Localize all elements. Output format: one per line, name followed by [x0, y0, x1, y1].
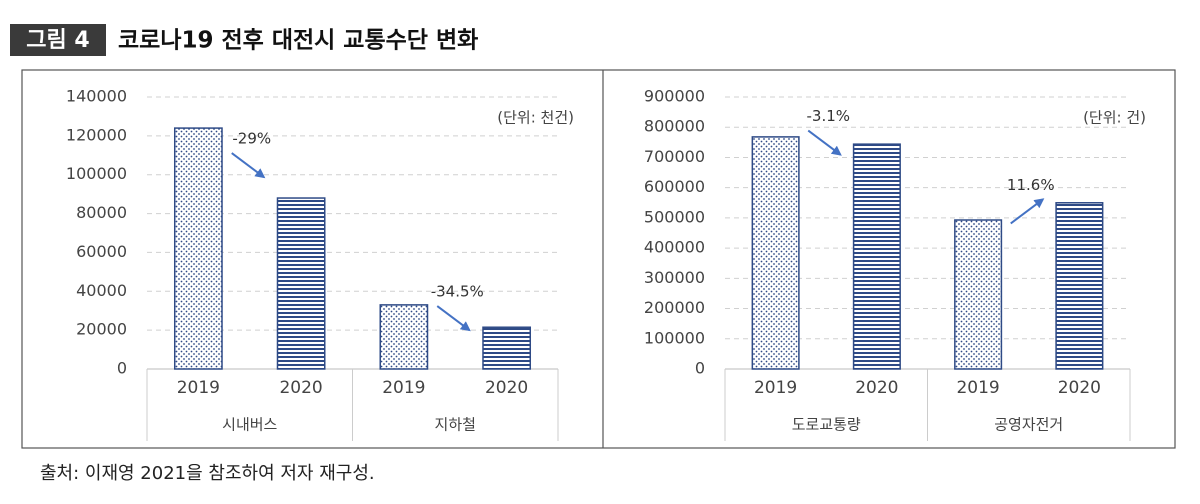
- bar: [751, 136, 800, 370]
- y-tick-label: 60000: [76, 242, 127, 261]
- y-tick-label: 40000: [76, 281, 127, 300]
- change-arrow: [231, 152, 266, 179]
- x-tick-label: 2019: [382, 378, 425, 398]
- y-tick-label: 120000: [66, 125, 127, 144]
- bar: [276, 197, 326, 370]
- group-label: 시내버스: [222, 416, 277, 434]
- bar: [482, 326, 532, 370]
- change-label: 11.6%: [1007, 176, 1055, 194]
- y-tick-label: 500000: [644, 207, 705, 226]
- bar: [173, 127, 223, 370]
- group-label: 공영자전거: [994, 416, 1063, 434]
- x-tick-label: 2020: [485, 378, 528, 398]
- change-arrow: [807, 129, 842, 156]
- y-tick-label: 140000: [66, 87, 127, 106]
- frame: [21, 69, 1176, 449]
- change-label: -29%: [232, 130, 271, 148]
- group-label: 지하철: [435, 416, 476, 434]
- x-tick-label: 2019: [754, 378, 797, 398]
- x-tick-label: 2019: [956, 378, 999, 398]
- y-tick-label: 100000: [66, 164, 127, 183]
- bar: [379, 304, 429, 370]
- change-arrow: [436, 305, 471, 332]
- bar: [1055, 202, 1104, 370]
- y-tick-label: 80000: [76, 203, 127, 222]
- x-tick-label: 2020: [279, 378, 322, 398]
- figure-title: 코로나19 전후 대전시 교통수단 변화: [118, 28, 478, 54]
- y-tick-label: 800000: [644, 117, 705, 136]
- group-label: 도로교통량: [792, 416, 861, 434]
- bar: [852, 143, 901, 370]
- y-tick-label: 400000: [644, 238, 705, 257]
- change-label: -34.5%: [431, 283, 484, 301]
- y-tick-label: 0: [695, 359, 705, 378]
- x-tick-label: 2020: [855, 378, 898, 398]
- y-tick-label: 300000: [644, 268, 705, 287]
- y-tick-label: 600000: [644, 177, 705, 196]
- y-tick-label: 100000: [644, 328, 705, 347]
- unit-note: (단위: 건): [1083, 109, 1146, 127]
- source: 출처: 이재영 2021을 참조하여 저자 재구성.: [40, 463, 375, 484]
- figure-label: 그림 4: [26, 28, 89, 53]
- unit-note: (단위: 천건): [497, 109, 574, 127]
- bar: [954, 219, 1003, 370]
- y-tick-label: 20000: [76, 320, 127, 339]
- label-box: [10, 24, 106, 56]
- x-tick-label: 2019: [177, 378, 220, 398]
- x-tick-label: 2020: [1058, 378, 1101, 398]
- y-tick-label: 200000: [644, 298, 705, 317]
- change-label: -3.1%: [806, 107, 850, 125]
- y-tick-label: 900000: [644, 87, 705, 106]
- y-tick-label: 0: [117, 359, 127, 378]
- change-arrow: [1010, 198, 1045, 225]
- y-tick-label: 700000: [644, 147, 705, 166]
